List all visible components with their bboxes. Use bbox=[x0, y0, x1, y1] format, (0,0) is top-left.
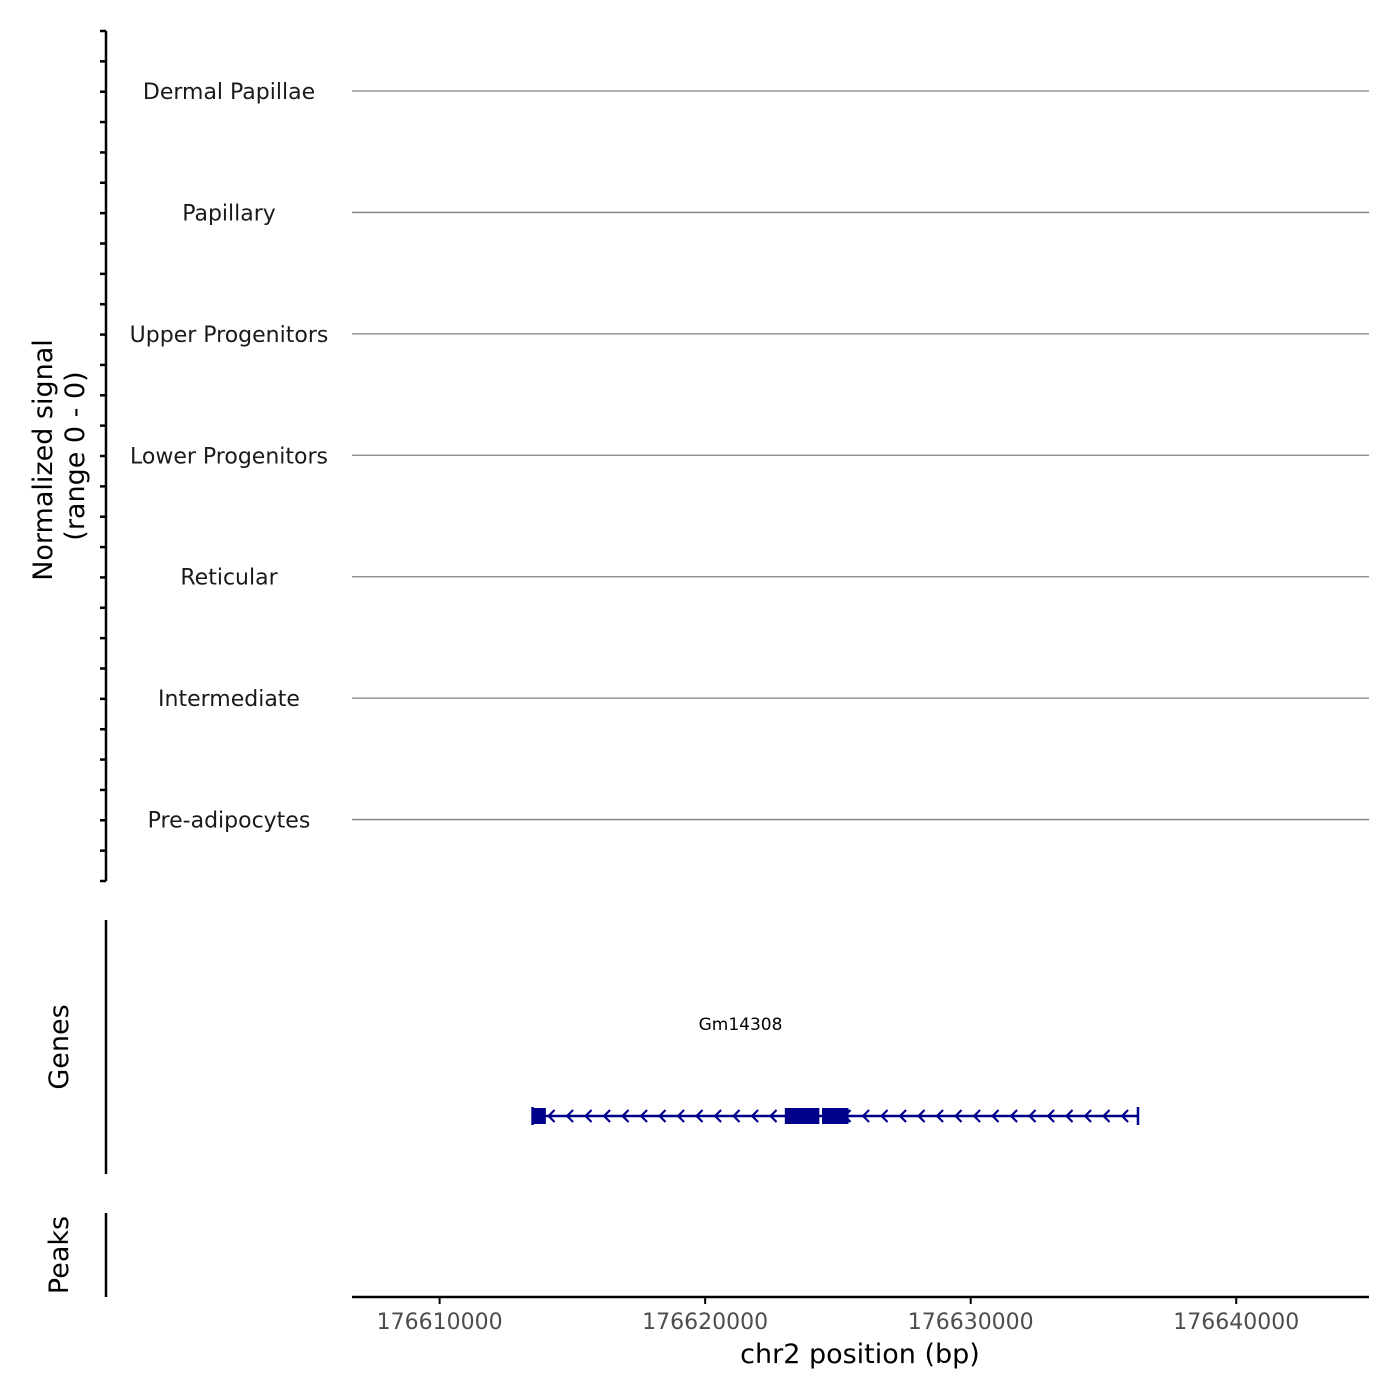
track-label: Dermal Papillae bbox=[143, 80, 315, 105]
x-tick-label: 176620000 bbox=[642, 1310, 768, 1335]
coverage-track: Papillary bbox=[182, 201, 1369, 226]
strand-arrow bbox=[713, 1109, 722, 1123]
strand-arrow bbox=[547, 1109, 556, 1123]
track-label: Pre-adipocytes bbox=[148, 809, 311, 834]
x-axis-ticks: 176610000 176620000 176630000 176640000 bbox=[377, 1297, 1299, 1335]
genes-panel: Genes Gm14308 bbox=[44, 920, 1140, 1174]
track-label: Reticular bbox=[180, 566, 278, 591]
gene-models: Gm14308 bbox=[531, 1015, 1140, 1125]
strand-arrow bbox=[750, 1109, 759, 1123]
exon bbox=[532, 1108, 546, 1124]
coverage-panel: Dermal Papillae Papillary Upper Progenitor… bbox=[28, 29, 1369, 883]
coverage-track: Reticular bbox=[180, 566, 1369, 591]
strand-arrow bbox=[565, 1109, 574, 1123]
strand-arrow bbox=[695, 1109, 704, 1123]
coverage-tracks: Dermal Papillae Papillary Upper Progenitor… bbox=[130, 80, 1369, 834]
strand-arrow bbox=[991, 1109, 1000, 1123]
coverage-track: Pre-adipocytes bbox=[148, 809, 1369, 834]
exon bbox=[784, 1108, 820, 1124]
strand-arrow bbox=[584, 1109, 593, 1123]
strand-arrow bbox=[898, 1109, 907, 1123]
peaks-panel: Peaks bbox=[44, 1213, 108, 1297]
strand-arrow bbox=[1120, 1109, 1129, 1123]
strand-arrow bbox=[732, 1109, 741, 1123]
peaks-panel-title: Peaks bbox=[44, 1216, 75, 1294]
strand-arrow bbox=[954, 1109, 963, 1123]
strand-arrow bbox=[676, 1109, 685, 1123]
coverage-y-ticks bbox=[100, 29, 106, 883]
strand-arrow bbox=[602, 1109, 611, 1123]
strand-arrow bbox=[1065, 1109, 1074, 1123]
genes-panel-title: Genes bbox=[44, 1004, 75, 1089]
strand-arrow bbox=[880, 1109, 889, 1123]
strand-arrow bbox=[1028, 1109, 1037, 1123]
coverage-track: Lower Progenitors bbox=[130, 444, 1369, 469]
x-axis-title: chr2 position (bp) bbox=[740, 1339, 980, 1370]
strand-arrow bbox=[917, 1109, 926, 1123]
strand-arrow bbox=[1046, 1109, 1055, 1123]
strand-arrow bbox=[861, 1109, 870, 1123]
strand-arrow bbox=[935, 1109, 944, 1123]
strand-arrow bbox=[1102, 1109, 1111, 1123]
coverage-track: Dermal Papillae bbox=[143, 80, 1369, 105]
track-label: Lower Progenitors bbox=[130, 444, 328, 469]
x-axis: 176610000 176620000 176630000 176640000 chr… bbox=[352, 1295, 1369, 1370]
strand-arrow bbox=[658, 1109, 667, 1123]
track-label: Papillary bbox=[182, 201, 276, 226]
strand-arrow bbox=[1009, 1109, 1018, 1123]
gene-name-label: Gm14308 bbox=[699, 1015, 783, 1035]
y-axis-title-line1: Normalized signal bbox=[28, 339, 59, 581]
exon bbox=[821, 1108, 849, 1124]
strand-arrow bbox=[639, 1109, 648, 1123]
strand-arrow bbox=[769, 1109, 778, 1123]
track-label: Upper Progenitors bbox=[130, 323, 329, 348]
strand-arrow bbox=[621, 1109, 630, 1123]
gene-model: Gm14308 bbox=[531, 1015, 1140, 1125]
x-tick-label: 176610000 bbox=[377, 1310, 503, 1335]
strand-arrow bbox=[972, 1109, 981, 1123]
coverage-track: Upper Progenitors bbox=[130, 323, 1369, 348]
strand-arrow bbox=[1083, 1109, 1092, 1123]
y-axis-title-line2: (range 0 - 0) bbox=[60, 371, 91, 540]
track-label: Intermediate bbox=[158, 687, 300, 712]
coverage-track: Intermediate bbox=[158, 687, 1369, 712]
x-tick-label: 176630000 bbox=[908, 1310, 1034, 1335]
x-tick-label: 176640000 bbox=[1173, 1310, 1299, 1335]
